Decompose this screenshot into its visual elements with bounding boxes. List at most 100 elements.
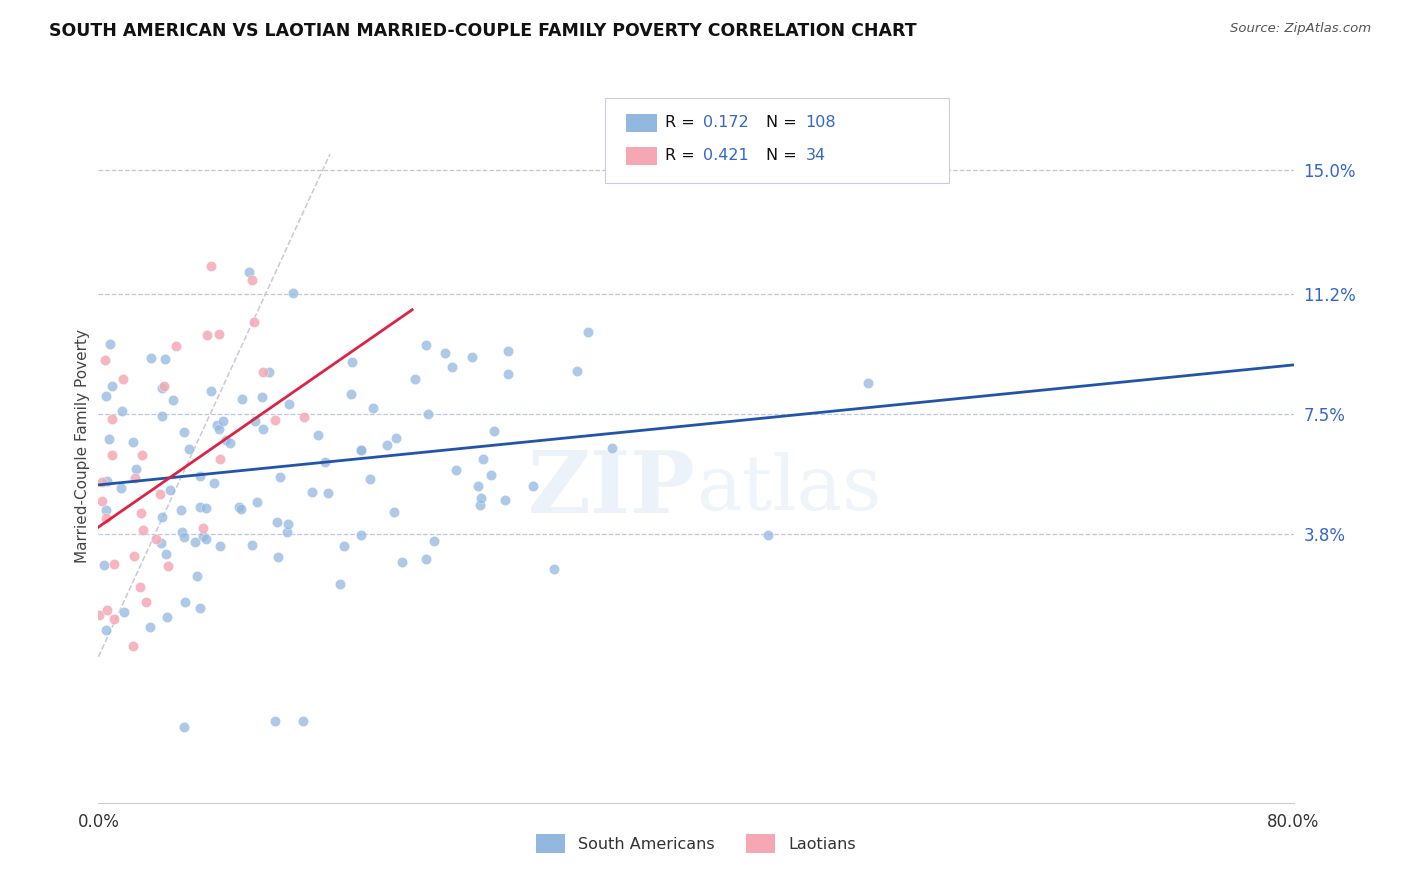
Point <box>467 479 489 493</box>
Point <box>101 412 124 426</box>
Point <box>112 605 135 619</box>
Text: N =: N = <box>766 148 803 162</box>
Point <box>149 486 172 500</box>
Point <box>212 414 235 428</box>
Point <box>468 498 491 512</box>
Point <box>129 506 152 520</box>
Point <box>186 569 208 583</box>
Point <box>156 559 179 574</box>
Point <box>496 368 519 382</box>
Text: 108: 108 <box>806 115 837 129</box>
Point <box>415 337 437 351</box>
Point <box>250 390 273 404</box>
Point <box>94 503 117 517</box>
Point <box>359 472 381 486</box>
Point <box>132 524 155 538</box>
Point <box>252 421 274 435</box>
Point <box>238 265 260 279</box>
Point <box>576 326 599 340</box>
Point <box>283 285 305 300</box>
Point <box>179 442 201 456</box>
Point <box>110 481 132 495</box>
Text: 0.172: 0.172 <box>703 115 749 129</box>
Point <box>444 463 467 477</box>
Point <box>103 611 125 625</box>
Point <box>101 448 124 462</box>
Point <box>440 360 463 375</box>
Point <box>173 530 195 544</box>
Point <box>257 365 280 379</box>
Point <box>122 640 145 654</box>
Point <box>391 554 413 568</box>
Point <box>522 479 544 493</box>
Point <box>470 491 492 505</box>
Text: 34: 34 <box>806 148 825 162</box>
Point <box>565 364 588 378</box>
Point <box>90 493 112 508</box>
Text: R =: R = <box>665 115 700 129</box>
Point <box>267 549 290 564</box>
Point <box>209 539 232 553</box>
Point <box>231 392 253 407</box>
Point <box>228 500 250 514</box>
Point <box>208 451 231 466</box>
Point <box>472 452 495 467</box>
Point <box>150 409 173 424</box>
Point <box>124 471 146 485</box>
Point <box>307 427 329 442</box>
Point <box>156 610 179 624</box>
Point <box>404 372 426 386</box>
Text: 0.421: 0.421 <box>703 148 749 162</box>
Point <box>433 346 456 360</box>
Point <box>415 552 437 566</box>
Point <box>329 576 352 591</box>
Text: atlas: atlas <box>696 452 882 525</box>
Point <box>150 535 173 549</box>
Point <box>155 547 177 561</box>
Point <box>110 404 132 418</box>
Point <box>90 475 112 490</box>
Point <box>543 562 565 576</box>
Point <box>600 441 623 455</box>
Point <box>316 486 339 500</box>
Point <box>277 517 299 532</box>
Point <box>202 476 225 491</box>
Y-axis label: Married-Couple Family Poverty: Married-Couple Family Poverty <box>75 329 90 563</box>
Point <box>93 558 115 572</box>
Point <box>200 384 222 398</box>
Point <box>152 379 174 393</box>
Point <box>756 527 779 541</box>
Point <box>94 623 117 637</box>
Point <box>124 549 146 563</box>
Point <box>264 412 287 426</box>
Point <box>479 467 502 482</box>
Point <box>165 338 187 352</box>
Point <box>188 500 211 514</box>
Point <box>208 422 231 436</box>
Point <box>152 381 174 395</box>
Point <box>215 434 238 448</box>
Point <box>252 365 274 379</box>
Legend: South Americans, Laotians: South Americans, Laotians <box>530 828 862 859</box>
Point <box>246 495 269 509</box>
Point <box>461 350 484 364</box>
Point <box>264 714 287 728</box>
Point <box>375 438 398 452</box>
Point <box>170 503 193 517</box>
Point <box>340 386 363 401</box>
Point <box>87 607 110 622</box>
Point <box>97 433 120 447</box>
Point <box>240 538 263 552</box>
Point <box>382 505 405 519</box>
Point <box>482 424 505 438</box>
Point <box>101 378 124 392</box>
Point <box>332 539 354 553</box>
Point <box>200 259 222 273</box>
Point <box>292 714 315 728</box>
Point <box>494 492 516 507</box>
Point <box>98 336 121 351</box>
Point <box>131 448 153 462</box>
Point <box>350 442 373 457</box>
Point <box>173 425 195 439</box>
Point <box>94 511 117 525</box>
